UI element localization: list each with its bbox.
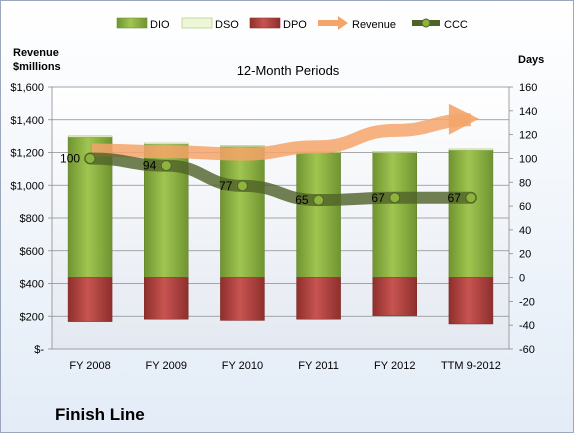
dpo-bar [448,277,494,325]
dso-bar [220,145,265,147]
legend-swatch-dso [181,17,213,29]
legend-item-revenue: Revenue [318,16,396,31]
legend-item-dso: DSO [181,17,239,31]
legend-label-ccc: CCC [444,19,468,31]
ccc-data-label: 77 [219,179,233,193]
right-tick-label: 160 [519,82,537,94]
dpo-bar [220,277,265,321]
right-tick-label: 140 [519,106,537,118]
legend-label-dpo: DPO [283,19,307,31]
dpo-bar [296,277,341,320]
dso-bar [448,148,494,151]
category-label: TTM 9-2012 [441,360,501,372]
legend: DIO DSO DPO Revenue CCC [116,16,468,31]
legend-swatch-dio [116,17,148,29]
ccc-point [84,152,96,164]
legend-swatch-dpo [249,17,281,29]
legend-item-ccc: CCC [412,18,468,31]
right-tick-label: -40 [519,320,535,332]
category-label: FY 2010 [222,360,263,372]
left-axis-ticks: $- $200 $400 $600 $800 $1,000 $1,200 $1,400 $1,6… [10,82,52,356]
ccc-data-label: 67 [371,191,385,205]
left-tick-label: $200 [20,311,44,323]
left-tick-label: $1,000 [10,180,44,192]
left-tick-label: $800 [20,213,44,225]
company-name: Finish Line [55,405,145,424]
left-tick-label: $600 [20,246,44,258]
right-tick-label: -20 [519,296,535,308]
category-label: FY 2008 [69,360,110,372]
ccc-data-label: 94 [143,159,157,173]
category-label: FY 2012 [374,360,415,372]
ccc-data-label: 65 [295,193,309,207]
left-tick-label: $1,200 [10,148,44,160]
right-tick-label: -60 [519,344,535,356]
ccc-point [313,194,325,206]
dio-bar [296,152,341,278]
ccc-point [465,192,477,204]
right-tick-label: 100 [519,153,537,165]
legend-label-revenue: Revenue [352,19,396,31]
legend-marker-ccc [421,18,431,28]
right-axis-ticks: -60 -40 -20 0 20 40 60 80 100 120 140 160 [509,82,537,356]
chart-title: 12-Month Periods [237,63,340,78]
left-axis-title-line1: Revenue [13,47,59,59]
right-tick-label: 60 [519,201,531,213]
ccc-line-series: 100 94 77 65 67 67 [60,151,477,207]
left-tick-label: $- [34,344,44,356]
category-axis: FY 2008 FY 2009 FY 2010 FY 2011 FY 2012 TTM 9… [69,360,500,372]
dso-bar [372,151,417,153]
dio-bar [220,146,265,278]
left-axis-title-line2: $millions [13,61,61,73]
ccc-data-label: 67 [448,191,462,205]
legend-item-dio: DIO [116,17,170,31]
dpo-bar [67,277,113,322]
legend-item-dpo: DPO [249,17,307,31]
right-tick-label: 120 [519,130,537,142]
dpo-bar [144,277,189,320]
dio-bar [448,149,494,278]
category-label: FY 2009 [146,360,187,372]
dso-bar [67,135,113,138]
left-tick-label: $1,600 [10,82,44,94]
revenue-arrowhead [448,103,479,135]
ccc-point [389,192,401,204]
right-tick-label: 0 [519,273,525,285]
left-tick-label: $400 [20,279,44,291]
ccc-point [236,180,248,192]
ccc-point [160,160,172,172]
right-axis-title: Days [518,54,544,66]
dpo-bar [372,277,417,316]
category-label: FY 2011 [298,360,339,372]
revenue-line [91,113,471,161]
legend-swatch-revenue [318,16,348,30]
right-tick-label: 40 [519,225,531,237]
ccc-data-label: 100 [60,151,80,165]
right-tick-label: 80 [519,177,531,189]
dio-bar [372,152,417,278]
dso-bar [144,142,189,145]
left-tick-label: $1,400 [10,115,44,127]
legend-label-dio: DIO [150,19,170,31]
legend-label-dso: DSO [215,19,239,31]
revenue-arrow-series [91,103,479,161]
right-tick-label: 20 [519,249,531,261]
